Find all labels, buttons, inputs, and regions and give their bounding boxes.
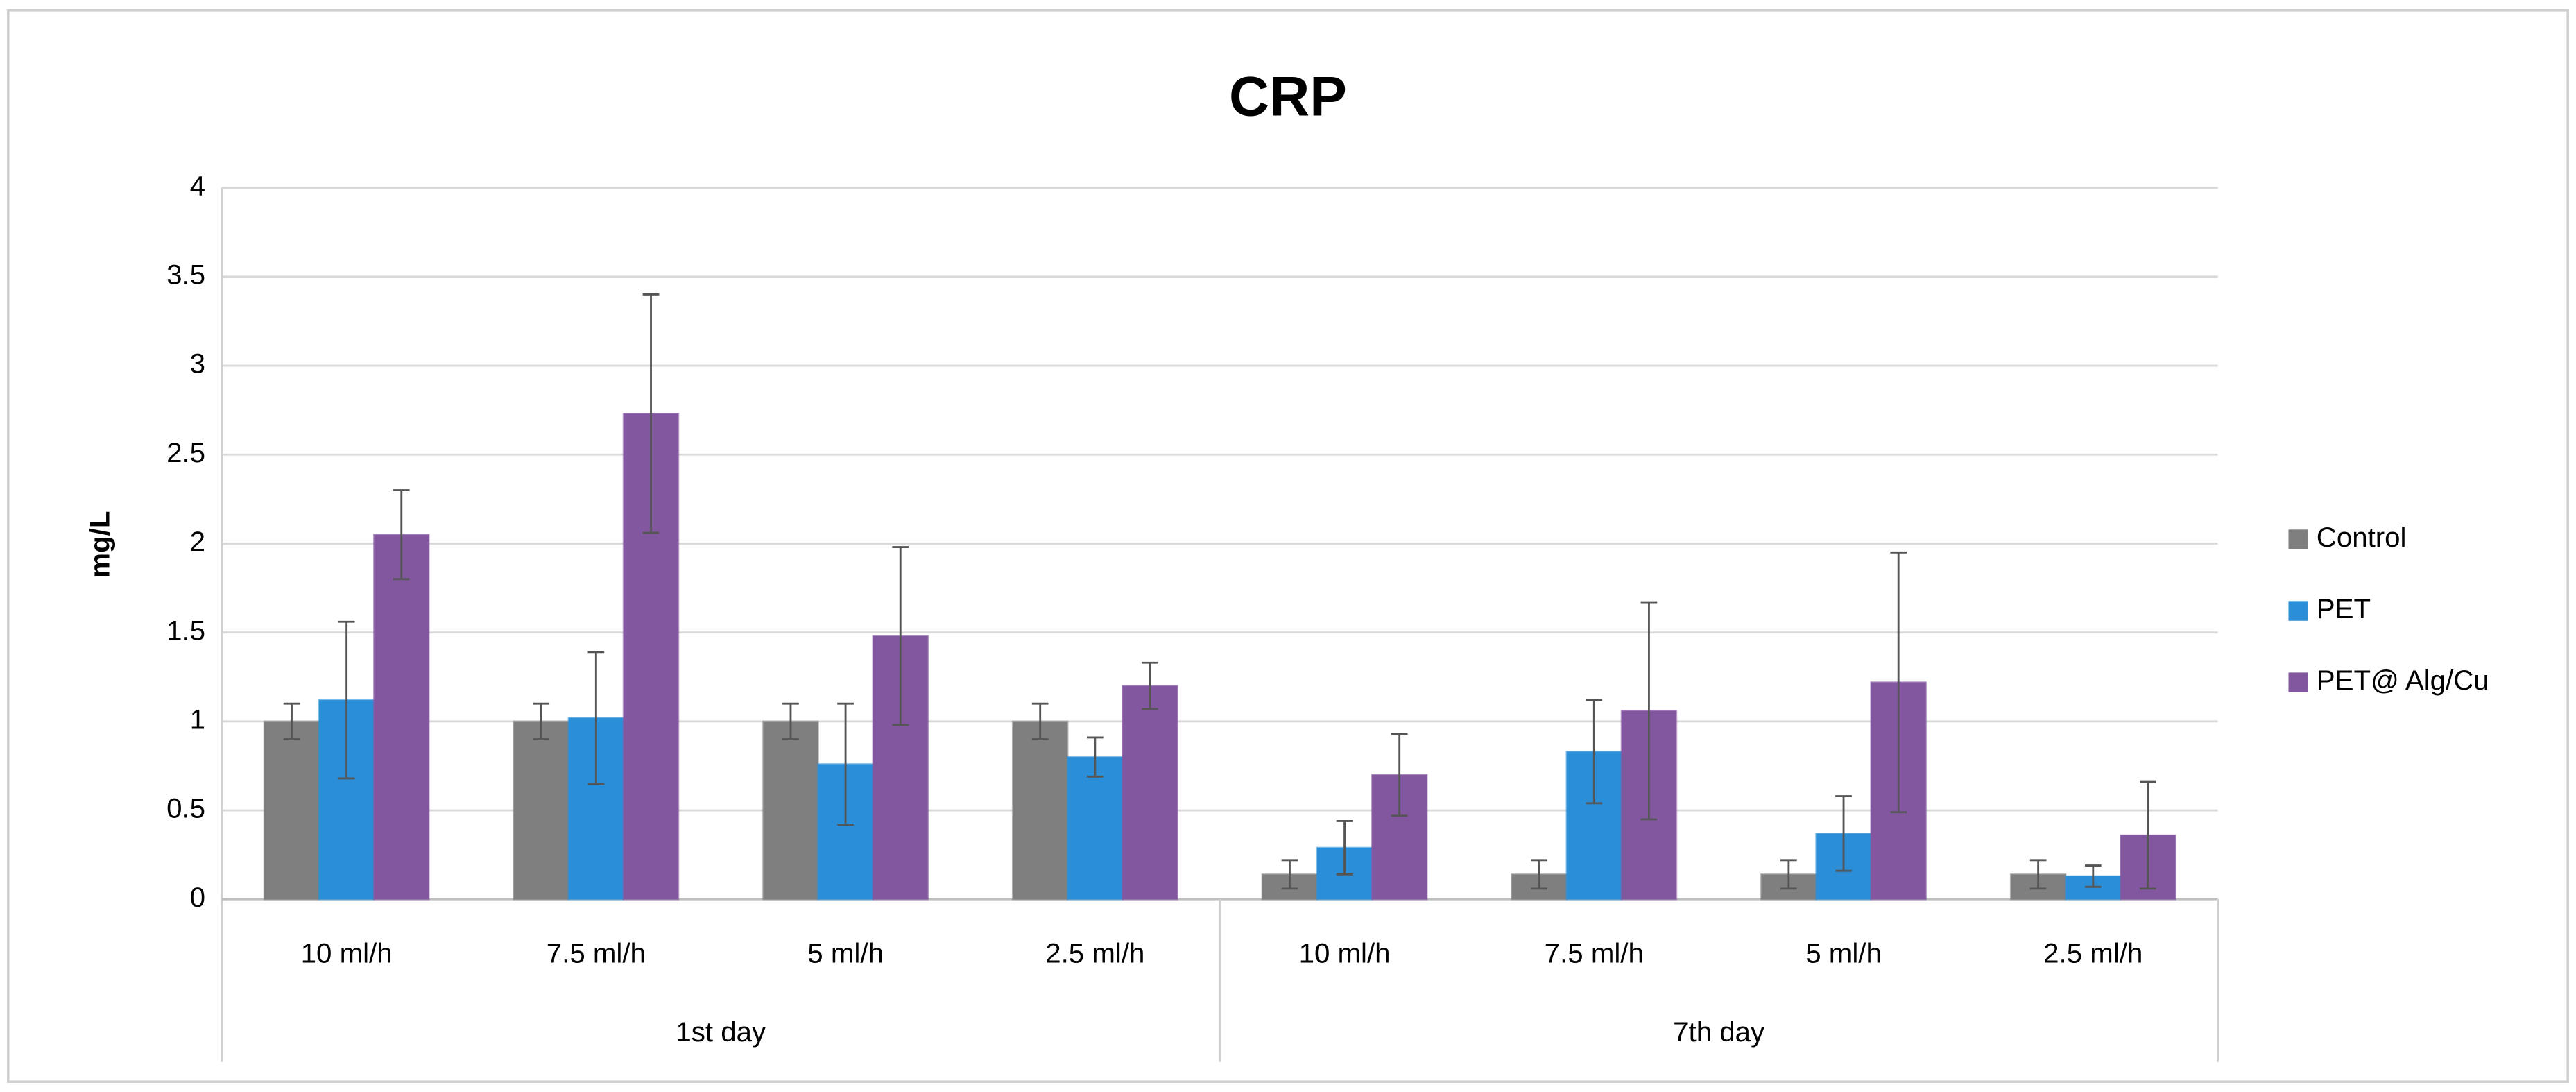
x-tick-label: 10 ml/h — [301, 937, 393, 969]
error-bar — [782, 702, 799, 740]
error-bar — [1086, 736, 1104, 778]
bar — [513, 720, 569, 901]
error-bar — [393, 489, 410, 581]
chart-title: CRP — [1229, 65, 1347, 128]
error-bar — [1336, 820, 1353, 876]
legend-swatch — [2288, 529, 2308, 549]
y-tick-label: 3.5 — [166, 259, 205, 290]
chart-border — [7, 9, 2569, 1083]
x-tick-label: 7.5 ml/h — [547, 937, 646, 969]
x-tick-label: 7.5 ml/h — [1545, 937, 1644, 969]
x-tick-label: 10 ml/h — [1299, 937, 1391, 969]
legend-swatch — [2288, 672, 2308, 692]
legend-label: PET — [2317, 593, 2371, 624]
legend-label: Control — [2317, 522, 2407, 553]
error-bar — [338, 620, 355, 780]
error-bar — [533, 702, 550, 740]
group-label: 1st day — [676, 1016, 766, 1048]
error-bar — [837, 702, 854, 826]
error-bar — [283, 702, 300, 740]
bar — [1122, 685, 1178, 901]
bar — [762, 720, 819, 901]
error-bar — [2029, 859, 2047, 890]
bar — [373, 534, 430, 901]
y-axis-label: mg/L — [84, 511, 115, 578]
x-tick-label: 5 ml/h — [807, 937, 884, 969]
error-bar — [2084, 864, 2102, 888]
error-bar — [1780, 859, 1797, 890]
error-bar — [587, 651, 605, 785]
error-bar — [642, 293, 660, 534]
legend-label: PET@ Alg/Cu — [2317, 665, 2489, 696]
bar — [263, 720, 320, 901]
error-bar — [2140, 780, 2156, 890]
error-bar — [1586, 699, 1603, 805]
legend-swatch — [2288, 601, 2308, 621]
bar — [1565, 751, 1623, 901]
y-tick-label: 2.5 — [166, 437, 205, 468]
error-bar — [1391, 733, 1408, 817]
y-tick-label: 0 — [190, 882, 205, 913]
error-bar — [1531, 859, 1548, 890]
y-tick-label: 2 — [190, 526, 205, 557]
error-bar — [1890, 551, 1907, 814]
error-bar — [1142, 661, 1158, 710]
y-tick-label: 3 — [190, 348, 205, 379]
x-tick-label: 2.5 ml/h — [2043, 937, 2143, 969]
y-tick-label: 4 — [190, 170, 205, 201]
y-tick-label: 1 — [190, 703, 205, 735]
group-label: 7th day — [1673, 1016, 1765, 1048]
error-bar — [1031, 702, 1049, 740]
x-tick-label: 2.5 ml/h — [1045, 937, 1144, 969]
bar — [1067, 756, 1124, 901]
error-bar — [1281, 859, 1298, 890]
error-bar — [892, 546, 909, 726]
error-bar — [1640, 601, 1658, 821]
bar — [1011, 720, 1069, 901]
error-bar — [1835, 795, 1852, 872]
y-tick-label: 0.5 — [166, 793, 205, 824]
y-tick-label: 1.5 — [166, 615, 205, 646]
x-tick-label: 5 ml/h — [1805, 937, 1882, 969]
